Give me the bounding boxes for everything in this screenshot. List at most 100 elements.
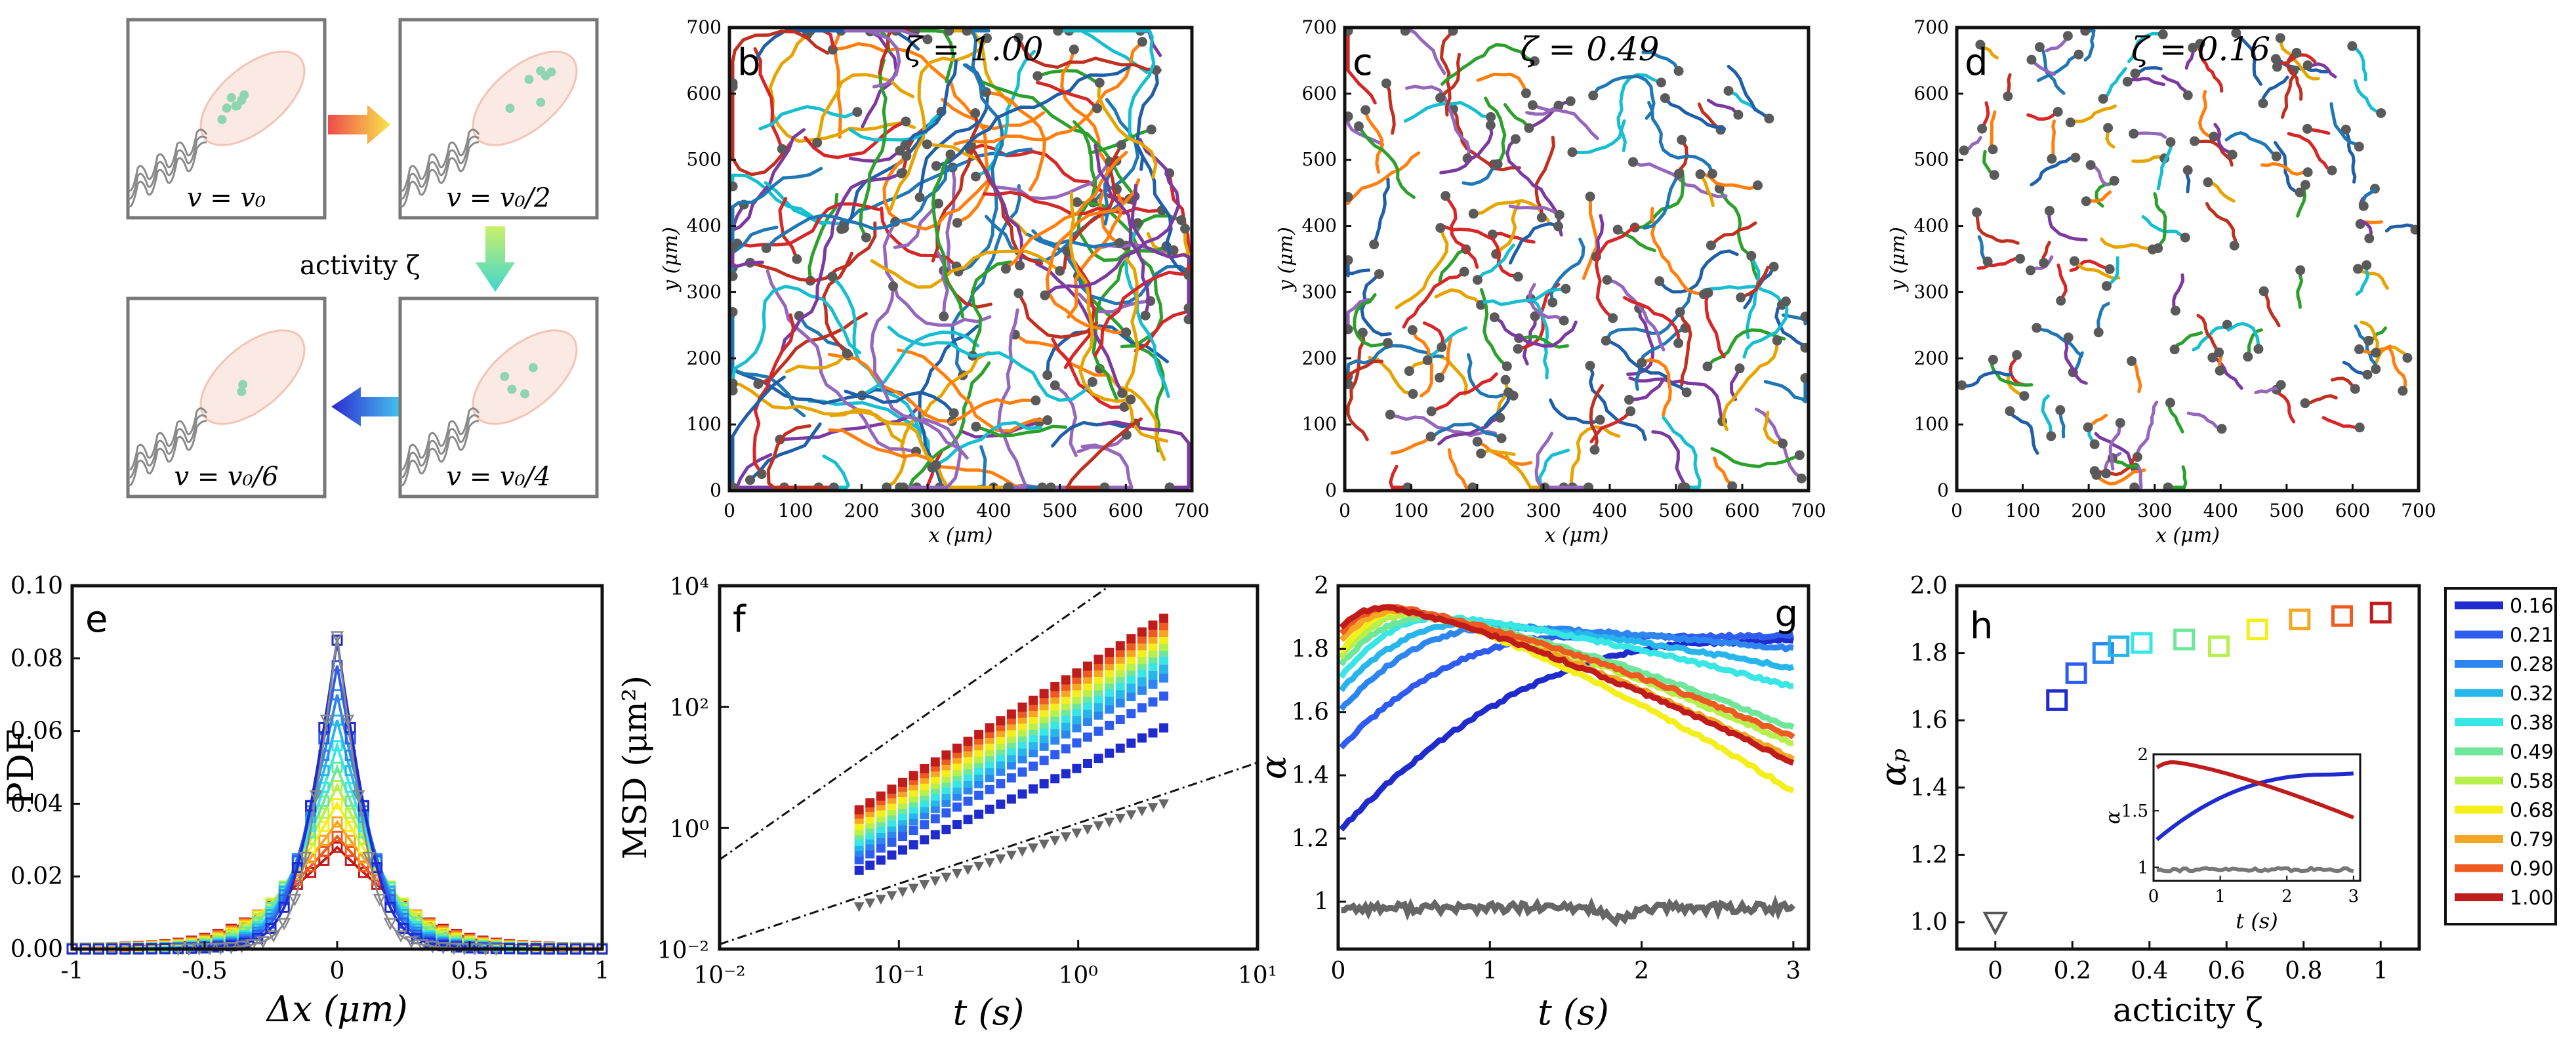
pdf-marker [318,834,330,846]
trajectory-line [1627,377,1666,401]
pdf-marker [331,816,343,828]
trajectory-line [2206,180,2236,203]
alpha-peak-marker [2289,608,2311,630]
bacterium-body-icon [199,329,306,425]
msd-marker [996,716,1006,726]
flagellum-icon [399,407,480,471]
activity-caption: activity ζ [300,251,420,281]
trajectory-line [941,98,991,225]
pdf-passive-marker [288,893,302,906]
trajectory-line [808,192,839,283]
x-tick-label: 0 [1331,958,1346,985]
trajectory-line [731,375,786,489]
trajectory-line [1097,367,1166,461]
trajectory-endpoint [1589,445,1600,455]
trajectory-line [2261,75,2289,105]
x-axis-label: Δx (μm) [265,988,407,1030]
trajectory-endpoint [2063,333,2074,343]
pdf-marker [331,842,343,853]
msd-marker [1072,723,1082,733]
pdf-passive-marker [426,941,440,954]
panel-h-alpha-peak-chart: 0 0.2 0.4 0.6 0.8 1 1.0 1.2 1.4 1.6 1.8 2.0 acticity… [1873,573,2421,1029]
trajectory-line [731,285,862,392]
trajectory-line [1628,376,1725,423]
msd-marker [1126,709,1136,719]
trajectory-endpoint [2341,125,2351,135]
msd-passive-marker [875,895,886,905]
msd-marker [865,798,875,808]
alpha-peak-marker [2173,628,2196,651]
msd-marker [1159,655,1169,664]
bacterium-body-icon [472,329,578,425]
trajectory-endpoint [949,408,959,418]
trajectory-endpoint [2169,344,2180,355]
arrow-down-icon [476,226,515,292]
alpha-peak-marker [2065,662,2087,684]
trajectory-line [1346,29,1377,105]
trajectory-line [1372,177,1390,247]
y-tick-label: 10⁻² [657,937,709,964]
trajectory-line [829,407,1010,489]
pdf-marker [344,721,356,733]
legend-label: 0.28 [2510,653,2554,676]
activity-legend: 0.16 0.21 0.28 0.32 0.38 0.49 0.58 0.68 0.79 0.90… [2444,587,2557,925]
msd-marker [963,737,973,746]
trajectory-endpoint [2032,323,2042,333]
y-axis-label: MSD (μm²) [616,676,654,859]
panel-letter: g [1774,593,1798,636]
trajectory-endpoint [1527,100,1538,110]
trajectory-endpoint [2354,422,2365,433]
trajectory-endpoint [1585,192,1595,202]
trajectory-endpoint [1706,240,1716,251]
trajectory-endpoint [1168,245,1179,256]
msd-marker [1159,641,1169,651]
inset-x-tick-label: 2 [2281,887,2293,906]
trajectory-endpoint [1503,387,1514,397]
trajectory-line [1444,194,1479,269]
trajectory-line [1634,326,1687,391]
trajectory-endpoint [2352,264,2363,274]
msd-marker [1105,668,1114,678]
y-axis-label: PDF [0,729,41,805]
trajectory-line [1658,249,1739,294]
msd-passive-marker [1038,840,1050,850]
trajectory-line [1503,103,1531,130]
trajectory-line [2130,359,2142,394]
alpha-series-line [1339,603,1795,740]
msd-marker [1137,668,1147,678]
trajectory-endpoint [1601,335,1611,346]
trajectory-endpoint [2127,355,2137,366]
trajectory-line [1051,420,1137,448]
pdf-passive-marker [319,714,333,727]
msd-marker [1115,743,1125,753]
pdf-passive-marker [383,918,397,931]
flagellum-icon [399,414,480,479]
x-tick-label: 200 [1460,500,1494,521]
trajectory-line [2213,123,2234,157]
x-tick-label: 0 [1339,500,1351,521]
trajectory-endpoint [933,198,944,209]
trajectory-endpoint [901,116,911,127]
trajectory-endpoint [1140,310,1151,321]
msd-marker [1126,674,1136,684]
x-tick-label: 300 [910,500,945,521]
trajectory-endpoint [2363,335,2374,346]
trajectory-line [1651,430,1687,489]
trajectory-line [756,312,868,386]
msd-marker [1039,689,1049,699]
trajectory-line [1975,211,2020,245]
msd-marker [1115,661,1125,671]
y-tick-label: 1.6 [1292,699,1329,726]
trajectory-line [2262,289,2281,327]
trajectory-endpoint [2302,60,2313,71]
trajectory-line [1528,296,1549,380]
panel-c-trajectories: 0 100 200 300 400 500 600 700 0 100 200 300 400 500 60… [1275,16,1826,547]
trajectory-line [1990,357,2034,387]
trajectory-endpoint [1042,415,1053,426]
msd-marker [1072,715,1082,725]
trajectory-line [2041,394,2053,438]
trajectory-endpoint [2083,422,2093,432]
trajectory-line [1633,169,1685,230]
trajectory-line [1101,420,1191,489]
msd-marker [930,830,940,840]
